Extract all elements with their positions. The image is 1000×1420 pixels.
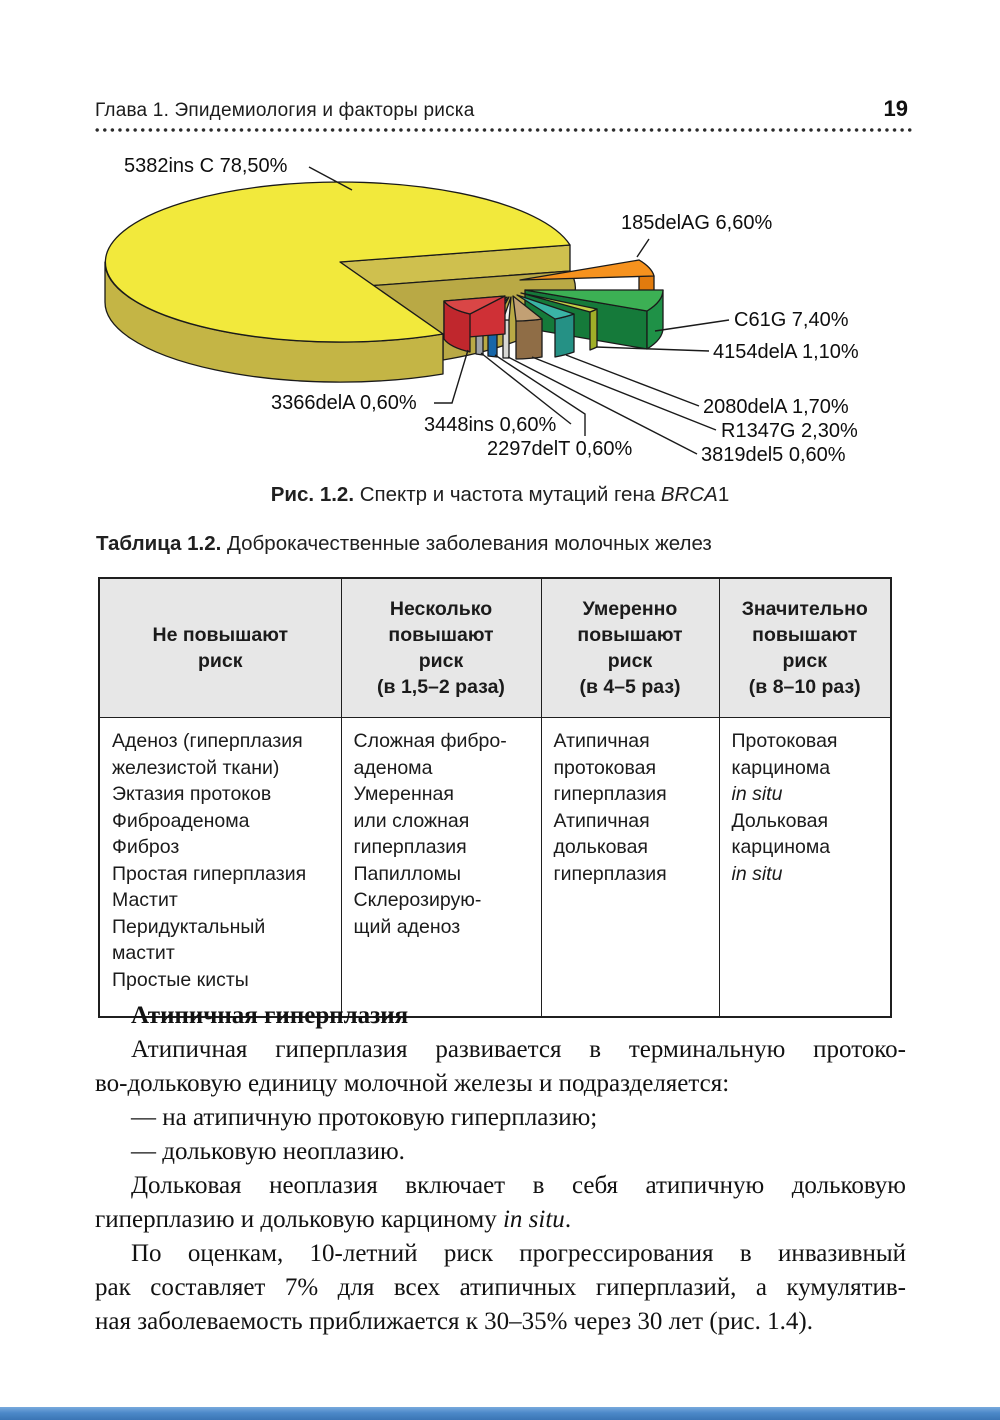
dotted-rule xyxy=(95,127,912,133)
pie-label-3448ins: 3448ins 0,60% xyxy=(424,414,557,436)
paragraph-line: Дольковая неоплазия включает в себя атип… xyxy=(131,1172,906,1199)
table-body-row: Аденоз (гиперплазия железистой ткани) Экта… xyxy=(98,717,892,1018)
table-cell-slight-risk: Сложная фибро-аденома Умеренная или сложна… xyxy=(340,717,542,1018)
benign-diseases-table: Не повышают риск Несколько повышают риск (в … xyxy=(98,577,892,1018)
paragraph-line: По оценкам, 10-летний риск прогрессирова… xyxy=(131,1240,906,1267)
figure-caption-label: Рис. 1.2. xyxy=(270,483,355,506)
pie-label-185delAG: 185delAG 6,60% xyxy=(621,212,773,234)
paragraph-line: Атипичная гиперплазия развивается в терм… xyxy=(131,1036,906,1063)
leader-C61G xyxy=(654,319,730,332)
pie-slice-R1347G-wall xyxy=(515,318,543,360)
paragraph-line: гиперплазию и дольковую карциному in sit… xyxy=(95,1203,906,1237)
table-caption-label: Таблица 1.2. xyxy=(96,532,222,555)
figure-caption-text: Спектр и частота мутаций гена xyxy=(354,483,661,506)
figure-caption-gene: BRCA xyxy=(660,483,718,506)
table-header-row: Не повышают риск Несколько повышают риск (в … xyxy=(98,577,892,718)
leader-4154delA xyxy=(595,346,710,352)
pie-label-4154delA: 4154delA 1,10% xyxy=(713,341,859,363)
chapter-title: Глава 1. Эпидемиология и факторы риска xyxy=(95,100,475,121)
leader-3819del5 xyxy=(507,356,698,455)
body-heading: Атипичная гиперплазия xyxy=(131,1002,409,1029)
leader-2080delA xyxy=(565,354,700,407)
paragraph-text: . xyxy=(564,1206,572,1233)
paragraph-text: гиперплазию и дольковую карциному xyxy=(95,1206,503,1233)
pie-chart-canvas xyxy=(104,166,730,455)
page-number: 19 xyxy=(883,96,908,121)
leader-3448ins xyxy=(480,352,572,425)
pie-label-R1347G: R1347G 2,30% xyxy=(721,420,858,442)
running-head: Глава 1. Эпидемиология и факторы риска 1… xyxy=(95,96,908,122)
table-header-no-risk: Не повышают риск xyxy=(98,577,342,718)
leader-5382insC xyxy=(308,166,353,191)
pie-slice-4154delA-wall xyxy=(589,308,598,351)
table-header-high-risk: Значительно повышают риск (в 8–10 раз) xyxy=(718,577,892,718)
pie-slice-2080delA-top xyxy=(516,294,575,320)
pie-slice-C61G-top xyxy=(524,289,664,312)
figure-caption: Рис. 1.2. Спектр и частота мутаций гена … xyxy=(0,483,1000,507)
latin-term-in-situ: in situ xyxy=(502,1206,565,1233)
figure-caption-suffix: 1 xyxy=(717,483,730,506)
footer-accent-bar xyxy=(0,1407,1000,1420)
pie-slice-5382insC-top xyxy=(104,181,571,343)
body-text: Атипичная гиперплазия Атипичная гиперпла… xyxy=(95,999,906,1339)
table-cell-moderate-risk: Атипичная протоковая гиперплазия Атипичная д… xyxy=(540,717,720,1018)
leader-185delAG xyxy=(636,238,650,258)
pie-label-C61G: C61G 7,40% xyxy=(734,309,849,331)
table-header-slight-risk: Несколько повышают риск (в 1,5–2 раза) xyxy=(340,577,542,718)
paragraph-line: ная заболеваемость приближается к 30–35%… xyxy=(95,1308,813,1335)
leader-R1347G xyxy=(531,356,717,431)
pie-slice-R1347G-top xyxy=(512,295,543,322)
pie-label-2297delT: 2297delT 0,60% xyxy=(487,438,633,460)
table-caption-text: Доброкачественные заболевания молочных ж… xyxy=(221,532,712,555)
table-header-moderate-risk: Умеренно повышают риск (в 4–5 раз) xyxy=(540,577,720,718)
pie-label-3366delA: 3366delA 0,60% xyxy=(271,392,417,414)
bullet-line: — на атипичную протоковую гиперплазию; xyxy=(131,1104,598,1131)
pie-label-5382insC: 5382ins C 78,50% xyxy=(124,155,288,177)
paragraph-line: рак составляет 7% для всех атипичных гип… xyxy=(95,1274,906,1301)
paragraph-line: во-дольковую единицу молочной железы и п… xyxy=(95,1070,730,1097)
leader-3366delA xyxy=(434,349,469,404)
pie-slice-2080delA-wall xyxy=(554,313,575,358)
table-cell-no-risk: Аденоз (гиперплазия железистой ткани) Экта… xyxy=(98,717,342,1018)
bullet-line: — дольковую неоплазию. xyxy=(131,1138,405,1165)
pie-slice-4154delA-top xyxy=(520,292,598,313)
pie-label-3819del5: 3819del5 0,60% xyxy=(701,444,846,466)
pie-label-2080delA: 2080delA 1,70% xyxy=(703,396,849,418)
table-caption: Таблица 1.2. Доброкачественные заболеван… xyxy=(96,532,712,556)
pie-chart-figure: 5382ins C 78,50% 185delAG 6,60% C61G 7,4… xyxy=(0,0,1000,480)
pie-slice-185delAG-top xyxy=(519,259,655,281)
pie-slice-3366delA-top xyxy=(443,295,506,315)
pie-leader-lines xyxy=(308,166,730,455)
table-cell-high-risk: Протоковая карцинома in situ Дольковая карци… xyxy=(718,717,892,1018)
leader-2297delT xyxy=(494,354,586,436)
